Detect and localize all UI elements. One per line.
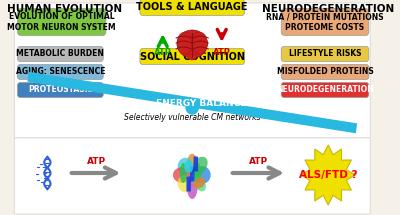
Text: ATP: ATP [213, 48, 231, 57]
Ellipse shape [191, 157, 208, 175]
Text: ATP: ATP [249, 157, 268, 166]
Text: LIFESTYLE RISKS: LIFESTYLE RISKS [289, 49, 361, 58]
Text: ATP: ATP [87, 157, 106, 166]
Text: SOCIAL COGNITION: SOCIAL COGNITION [140, 52, 245, 61]
Text: AGING: SENESCENCE: AGING: SENESCENCE [16, 68, 105, 77]
Text: Selectively vulnerable CM networks: Selectively vulnerable CM networks [124, 112, 260, 121]
Ellipse shape [193, 177, 206, 191]
Text: METABOLIC BURDEN: METABOLIC BURDEN [16, 49, 104, 58]
FancyBboxPatch shape [14, 138, 370, 214]
FancyBboxPatch shape [186, 177, 191, 192]
Ellipse shape [188, 54, 197, 60]
Ellipse shape [177, 32, 193, 54]
Text: RNA / PROTEIN MUTATIONS
PROTEOME COSTS: RNA / PROTEIN MUTATIONS PROTEOME COSTS [266, 12, 384, 32]
Text: HUMAN EVOLUTION: HUMAN EVOLUTION [7, 4, 122, 14]
FancyBboxPatch shape [18, 46, 103, 61]
Ellipse shape [178, 175, 193, 192]
Text: MISFOLDED PROTEINS: MISFOLDED PROTEINS [277, 68, 373, 77]
Ellipse shape [173, 167, 192, 183]
FancyBboxPatch shape [14, 3, 370, 138]
Ellipse shape [177, 30, 208, 58]
FancyBboxPatch shape [281, 83, 369, 97]
FancyBboxPatch shape [194, 157, 198, 172]
Ellipse shape [194, 177, 205, 189]
FancyBboxPatch shape [28, 72, 357, 133]
Text: TOOLS & LANGUAGE: TOOLS & LANGUAGE [136, 3, 248, 12]
Ellipse shape [180, 163, 187, 183]
Ellipse shape [184, 161, 193, 173]
Circle shape [186, 100, 198, 114]
FancyBboxPatch shape [140, 49, 244, 64]
Text: ENERGY BALANCE: ENERGY BALANCE [156, 99, 246, 108]
Text: PROTEOSTASIS: PROTEOSTASIS [28, 86, 93, 95]
FancyBboxPatch shape [18, 64, 103, 80]
Ellipse shape [194, 163, 201, 183]
Text: EVOLUTION OF OPTIMAL
MOTOR NEURON SYSTEM: EVOLUTION OF OPTIMAL MOTOR NEURON SYSTEM [7, 12, 116, 32]
Ellipse shape [187, 176, 198, 199]
Ellipse shape [187, 154, 197, 171]
FancyBboxPatch shape [18, 83, 103, 97]
Text: ALS/FTD ?: ALS/FTD ? [299, 170, 358, 180]
Ellipse shape [178, 158, 193, 174]
FancyBboxPatch shape [281, 46, 369, 61]
FancyBboxPatch shape [281, 64, 369, 80]
Text: NEURODEGENERATION: NEURODEGENERATION [262, 4, 394, 14]
Ellipse shape [194, 166, 211, 184]
Text: NEURODEGENERATION: NEURODEGENERATION [276, 86, 374, 95]
FancyBboxPatch shape [140, 0, 244, 15]
FancyBboxPatch shape [281, 9, 369, 35]
FancyBboxPatch shape [190, 166, 194, 181]
Polygon shape [301, 145, 355, 205]
FancyBboxPatch shape [18, 9, 106, 35]
Text: ATP: ATP [154, 48, 172, 57]
Ellipse shape [191, 32, 208, 54]
